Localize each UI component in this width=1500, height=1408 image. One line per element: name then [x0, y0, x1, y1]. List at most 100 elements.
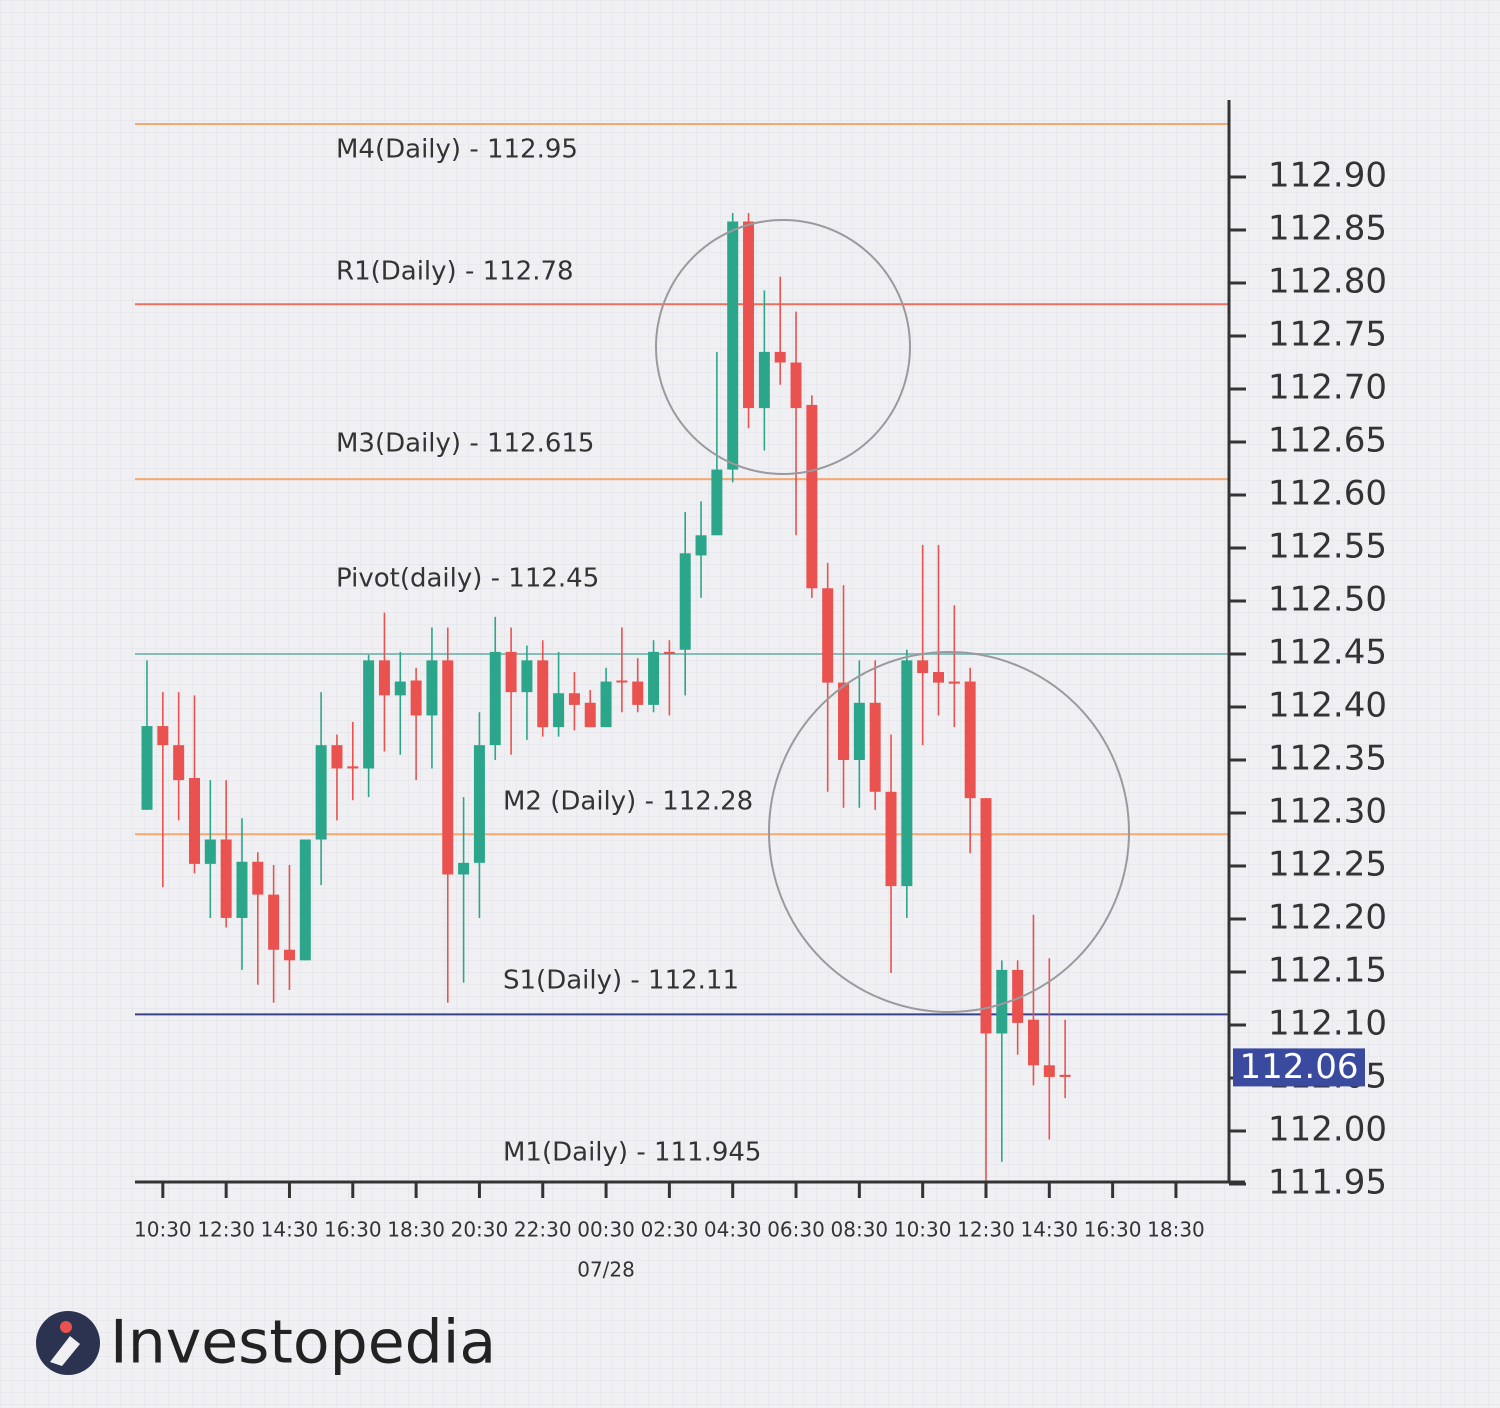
y-tick-label: 112.90 — [1268, 156, 1387, 196]
last-price-label: 112.06 — [1240, 1047, 1359, 1087]
x-tick-label: 12:30 — [197, 1218, 255, 1242]
candle-body — [141, 726, 153, 810]
x-tick-label: 10:30 — [894, 1218, 952, 1242]
x-tick-label: 10:30 — [134, 1218, 192, 1242]
x-tick-label: 06:30 — [767, 1218, 825, 1242]
candle-body — [822, 588, 834, 683]
candle-body — [299, 839, 311, 961]
candle-body — [584, 702, 596, 728]
highlight-circle — [768, 651, 1130, 1013]
candle-body — [283, 949, 295, 961]
x-tick-label: 08:30 — [831, 1218, 889, 1242]
candle-body — [711, 469, 723, 536]
candle-body — [885, 791, 897, 887]
candle-body — [648, 651, 660, 705]
candle-body — [157, 726, 169, 746]
candle-body — [473, 745, 485, 863]
x-tick-label: 16:30 — [324, 1218, 382, 1242]
y-tick-label: 112.75 — [1268, 315, 1387, 355]
y-tick-label: 112.10 — [1268, 1004, 1387, 1044]
candle-body — [758, 351, 770, 409]
candle-body — [363, 660, 375, 769]
x-tick-label: 12:30 — [957, 1218, 1015, 1242]
y-tick-label: 112.70 — [1268, 368, 1387, 408]
y-tick-label: 112.55 — [1268, 527, 1387, 567]
y-tick-label: 112.25 — [1268, 845, 1387, 885]
candle-body — [996, 969, 1008, 1034]
candle-body — [442, 660, 454, 875]
y-tick-label: 111.95 — [1268, 1163, 1387, 1203]
y-tick-label: 112.85 — [1268, 209, 1387, 249]
candle-body — [458, 862, 470, 875]
x-tick-label: 02:30 — [641, 1218, 699, 1242]
y-tick-label: 112.45 — [1268, 633, 1387, 673]
y-tick-label: 112.50 — [1268, 580, 1387, 620]
candle-body — [853, 702, 865, 760]
y-tick-label: 112.00 — [1268, 1110, 1387, 1150]
level-label: M4(Daily) - 112.95 — [336, 135, 578, 165]
highlight-circle — [655, 219, 911, 475]
candle-body — [378, 660, 390, 696]
x-tick-label: 18:30 — [387, 1218, 445, 1242]
candle-body — [394, 681, 406, 696]
candle-body — [315, 745, 327, 840]
y-tick-label: 112.30 — [1268, 792, 1387, 832]
candle-body — [774, 351, 786, 363]
candle-body — [600, 681, 612, 728]
candle-body — [188, 778, 200, 864]
candle-body — [806, 404, 818, 589]
candle-body — [489, 651, 501, 746]
candle-body — [1059, 1074, 1071, 1077]
candle-body — [1043, 1065, 1055, 1077]
candle-body — [220, 839, 232, 918]
candle-body — [933, 672, 944, 683]
candle-body — [980, 798, 992, 1034]
candle-body — [505, 651, 517, 693]
candle-body — [331, 745, 343, 769]
x-tick-label: 04:30 — [704, 1218, 762, 1242]
candle-body — [632, 681, 644, 705]
candle-body — [679, 553, 691, 650]
y-tick-label: 112.60 — [1268, 474, 1387, 514]
candle-body — [410, 680, 422, 716]
candle-body — [869, 702, 881, 792]
logo-dot — [60, 1321, 72, 1333]
x-tick-label: 00:30 — [577, 1218, 635, 1242]
candle-body — [173, 745, 185, 781]
level-label: M1(Daily) - 111.945 — [503, 1138, 761, 1168]
candle-body — [838, 682, 850, 760]
candle-body — [268, 894, 280, 950]
level-label: M2 (Daily) - 112.28 — [503, 787, 753, 817]
x-tick-label: 14:30 — [1020, 1218, 1078, 1242]
date-label: 07/28 — [577, 1258, 635, 1282]
level-label: Pivot(daily) - 112.45 — [336, 564, 599, 594]
x-tick-label: 18:30 — [1147, 1218, 1205, 1242]
level-label: R1(Daily) - 112.78 — [336, 257, 574, 287]
candle-body — [1012, 969, 1024, 1023]
candle-body — [204, 839, 216, 864]
candle-body — [743, 221, 755, 409]
y-tick-label: 112.65 — [1268, 421, 1387, 461]
candle-body — [964, 681, 976, 799]
candle-body — [347, 766, 359, 769]
candle-body — [727, 221, 739, 470]
plot-area — [135, 123, 1229, 1184]
candle-body — [616, 680, 628, 683]
level-label: M3(Daily) - 112.615 — [336, 429, 594, 459]
candle-body — [537, 660, 549, 728]
y-tick-label: 112.40 — [1268, 686, 1387, 726]
level-label: S1(Daily) - 112.11 — [503, 966, 739, 996]
x-tick-label: 16:30 — [1084, 1218, 1142, 1242]
x-tick-label: 14:30 — [261, 1218, 319, 1242]
x-tick-label: 22:30 — [514, 1218, 572, 1242]
logo: Investopedia — [36, 1308, 496, 1378]
candle-body — [917, 660, 929, 674]
candle-body — [553, 693, 565, 728]
candle-body — [695, 535, 707, 556]
candle-body — [663, 651, 675, 654]
candle-body — [568, 693, 580, 705]
y-tick-label: 112.15 — [1268, 951, 1387, 991]
brand: Investopedia — [110, 1308, 496, 1378]
candle-body — [790, 362, 802, 409]
